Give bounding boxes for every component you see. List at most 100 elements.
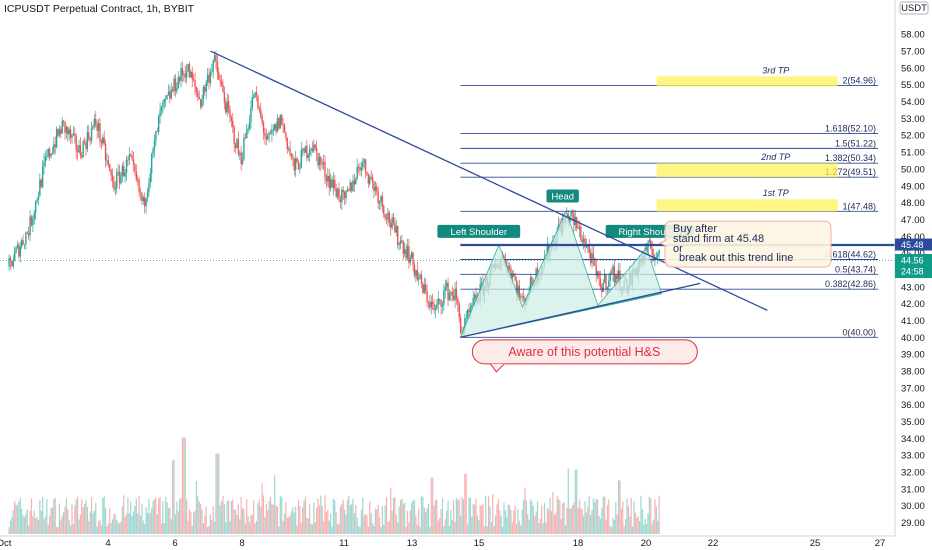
candle: [51, 146, 54, 155]
candle: [262, 120, 265, 141]
volume-bar: [626, 498, 628, 534]
volume-bar: [657, 520, 659, 534]
candle: [431, 293, 434, 310]
candle: [166, 94, 168, 101]
price-axis[interactable]: USDT 29.00 30.00 31.00 32.00 33.00 34.00 35.00 3…: [894, 0, 932, 550]
take-profit-zones: 1st TP 2nd TP 3rd TP: [656, 65, 838, 212]
candle: [458, 300, 460, 323]
candle-body: [360, 166, 363, 171]
volume-bar: [32, 516, 34, 534]
candle-body: [336, 188, 339, 197]
candle-body: [204, 87, 206, 92]
candle-body: [86, 132, 89, 150]
candle: [603, 269, 606, 284]
volume-bar: [39, 499, 41, 534]
candle-body: [522, 296, 525, 299]
candle: [415, 269, 417, 283]
volume-bar: [506, 516, 508, 534]
candle-body: [243, 137, 245, 160]
volume-bar: [631, 526, 634, 534]
volume-bar: [413, 500, 416, 534]
candle: [332, 172, 335, 196]
candle: [292, 153, 294, 167]
candle-body: [74, 133, 76, 136]
candle: [255, 85, 258, 102]
candle-body: [111, 175, 114, 182]
candle-body: [310, 148, 312, 150]
volume-bar: [363, 515, 365, 534]
candle-body: [289, 148, 291, 154]
candle-body: [267, 135, 269, 140]
candle-body: [321, 164, 323, 165]
time-axis[interactable]: Oct 4 6 8 11 13 15 18 20 22 25 27: [0, 535, 932, 550]
y-tick-label: 32.00: [901, 468, 925, 479]
candle-body: [265, 136, 268, 140]
volume-bar: [16, 505, 19, 534]
candle-body: [342, 189, 344, 192]
candle-body: [75, 135, 77, 151]
volume-bar: [306, 518, 308, 534]
volume-bar: [260, 507, 262, 534]
y-tick-label: 39.00: [901, 350, 925, 361]
candle-body: [220, 81, 223, 85]
candle-body: [377, 191, 379, 204]
candle-body: [338, 188, 340, 200]
candle: [167, 84, 170, 96]
volume-bar: [29, 510, 31, 534]
candle: [283, 122, 286, 134]
candle: [422, 281, 424, 295]
candle: [198, 90, 200, 100]
candle-body: [508, 266, 511, 269]
candle-body: [427, 301, 430, 303]
candle-body: [251, 97, 254, 109]
candle-body: [480, 282, 483, 284]
candle: [251, 89, 254, 111]
volume-bar: [75, 498, 77, 534]
candle-body: [157, 115, 160, 132]
volume-bar: [436, 499, 438, 534]
candle-body: [647, 242, 649, 254]
candle-body: [81, 155, 83, 158]
volume-bar: [293, 512, 295, 534]
candle-body: [68, 129, 70, 135]
volume-bar: [576, 469, 578, 534]
candle: [373, 180, 375, 199]
candle: [83, 137, 86, 145]
right-shoulder-label-text: Right Shoulder: [618, 227, 681, 238]
candle: [311, 141, 314, 153]
candle-body: [162, 102, 164, 107]
candle: [310, 147, 312, 157]
candle-body: [415, 270, 417, 276]
volume-bar: [240, 497, 242, 534]
candle-body: [408, 246, 410, 263]
candle: [184, 66, 186, 83]
candle-body: [517, 285, 519, 295]
candle-body: [339, 199, 342, 203]
candle-body: [237, 139, 240, 155]
candle: [339, 195, 342, 209]
candle-body: [571, 212, 574, 213]
volume-bar: [156, 514, 158, 534]
volume-bar: [303, 500, 305, 534]
candle-body: [92, 125, 94, 128]
volume-bar: [415, 515, 417, 534]
candle: [531, 275, 533, 286]
volume-bar: [176, 501, 178, 534]
volume-bar: [246, 499, 248, 534]
volume-bar: [404, 502, 406, 534]
volume-bar: [190, 511, 192, 534]
volume-bar: [542, 523, 544, 534]
candle: [363, 158, 365, 169]
volume-bar: [658, 495, 660, 534]
volume-bar: [26, 509, 28, 534]
candle: [160, 105, 163, 117]
volume-bar: [378, 517, 381, 534]
volume-bar: [489, 506, 491, 534]
fib-level-label: 1(47.48): [843, 201, 877, 211]
candle-body: [199, 99, 202, 107]
volume-bar: [61, 515, 63, 534]
left-shoulder-label: Left Shoulder: [437, 224, 521, 238]
volume-bar: [444, 519, 446, 534]
